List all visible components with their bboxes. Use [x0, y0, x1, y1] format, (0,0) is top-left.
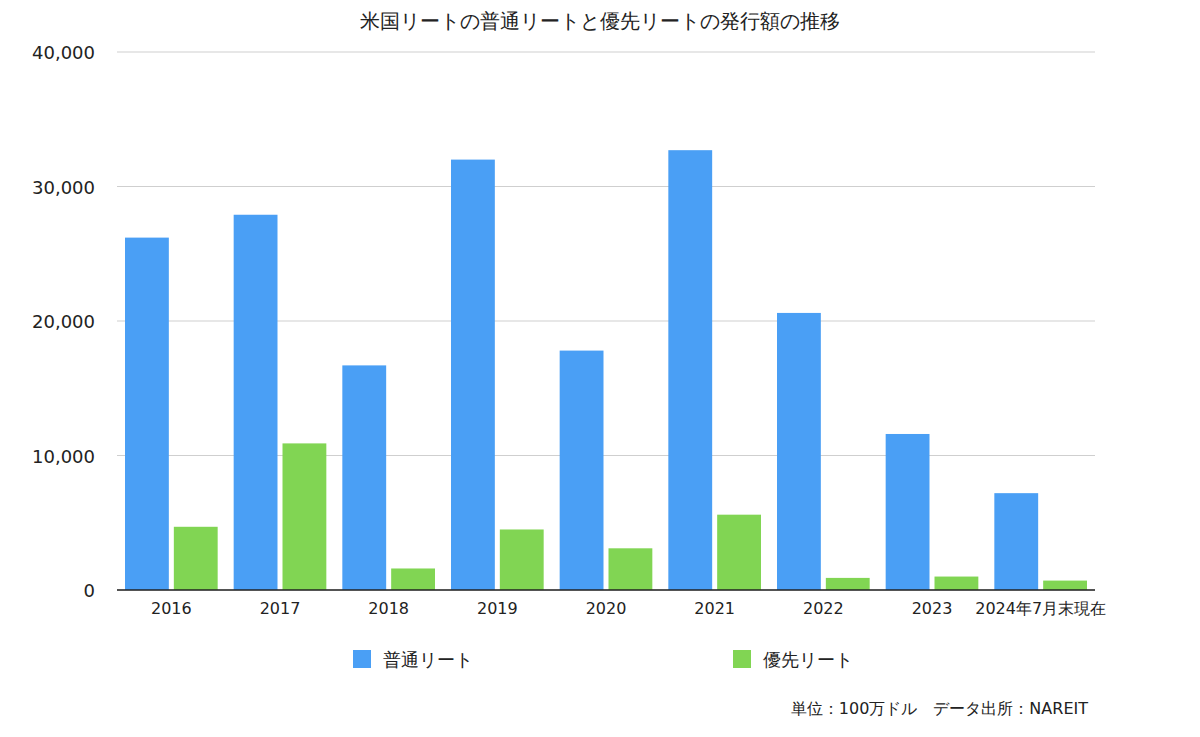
- bar: [935, 577, 979, 590]
- bar: [125, 238, 169, 590]
- x-tick-label: 2018: [368, 599, 409, 618]
- grid-line: [117, 590, 1095, 591]
- bars: [125, 150, 1087, 590]
- legend-swatch: [733, 650, 751, 668]
- title: 米国リートの普通リートと優先リートの発行額の推移: [360, 9, 840, 33]
- bar: [886, 434, 930, 590]
- bar: [777, 313, 821, 590]
- legend-swatch: [353, 650, 371, 668]
- x-tick-label: 2022: [803, 599, 844, 618]
- x-tick-label: 2020: [586, 599, 627, 618]
- bar: [560, 351, 604, 590]
- chart: 米国リートの普通リートと優先リートの発行額の推移 0 10,000 20,000 30,…: [0, 0, 1200, 737]
- bar: [391, 568, 435, 590]
- grid-line: [117, 52, 1095, 53]
- bar: [826, 578, 870, 590]
- x-tick-label: 2017: [260, 599, 301, 618]
- x-tick-label: 2024年7月末現在: [975, 599, 1106, 618]
- x-tick-label: 2021: [694, 599, 735, 618]
- bar: [451, 160, 495, 590]
- bar: [342, 365, 386, 590]
- legend: 普通リート 優先リート: [353, 649, 853, 670]
- bar: [717, 515, 761, 590]
- grid-line: [117, 186, 1095, 187]
- legend-label: 普通リート: [383, 649, 473, 670]
- bar: [234, 215, 278, 590]
- y-tick-label: 0: [84, 580, 95, 601]
- bar: [500, 529, 544, 590]
- x-tick-label: 2016: [151, 599, 192, 618]
- y-tick-label: 30,000: [32, 177, 95, 198]
- y-tick-label: 20,000: [32, 311, 95, 332]
- bar: [1043, 581, 1087, 590]
- grid: [117, 52, 1095, 590]
- y-tick-label: 10,000: [32, 446, 95, 467]
- y-tick-label: 40,000: [32, 42, 95, 63]
- bar: [994, 493, 1038, 590]
- bar: [283, 443, 327, 590]
- bar: [609, 548, 653, 590]
- bar: [174, 527, 218, 590]
- legend-label: 優先リート: [763, 649, 853, 670]
- annotation: 単位：100万ドル データ出所：NAREIT: [791, 699, 1088, 718]
- bar: [668, 150, 712, 590]
- x-axis: [117, 589, 1095, 591]
- x-tick-label: 2019: [477, 599, 518, 618]
- x-tick-label: 2023: [912, 599, 953, 618]
